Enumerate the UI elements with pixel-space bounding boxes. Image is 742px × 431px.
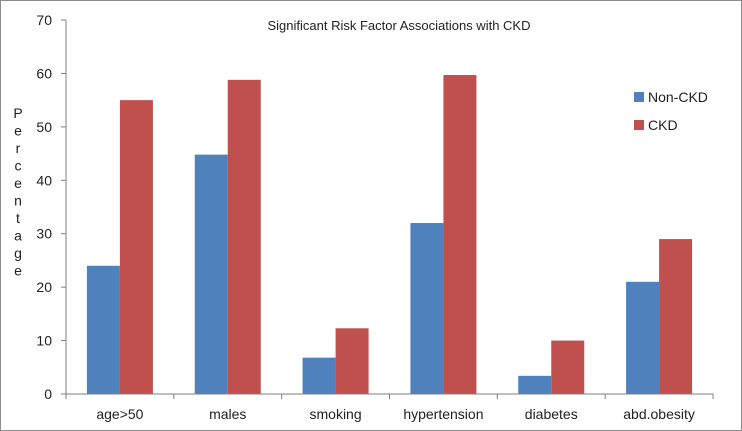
legend-label: CKD xyxy=(648,117,678,133)
y-axis-label-char: e xyxy=(14,123,22,139)
bar-non-ckd xyxy=(194,154,228,394)
bar-ckd xyxy=(551,340,585,394)
y-tick-label: 50 xyxy=(36,119,52,135)
bar-ckd xyxy=(335,328,369,394)
bar-non-ckd xyxy=(302,357,336,394)
bar-non-ckd xyxy=(518,375,552,394)
y-tick-label: 10 xyxy=(36,333,52,349)
y-axis-label-char: t xyxy=(16,210,20,226)
legend-swatch xyxy=(634,120,644,130)
legend-swatch xyxy=(634,92,644,102)
x-tick-label: smoking xyxy=(310,406,362,422)
bar-non-ckd xyxy=(86,265,120,394)
x-tick-label: abd.obesity xyxy=(623,406,695,422)
y-tick-label: 40 xyxy=(36,172,52,188)
bar-ckd xyxy=(659,239,693,394)
y-axis-label-char: a xyxy=(14,228,22,244)
y-tick-label: 60 xyxy=(36,65,52,81)
y-axis-label-char: e xyxy=(14,263,22,279)
x-tick-label: hypertension xyxy=(403,406,483,422)
x-tick-label: males xyxy=(209,406,246,422)
bar-ckd xyxy=(443,75,477,394)
bar-non-ckd xyxy=(626,281,660,394)
bar-non-ckd xyxy=(410,223,444,394)
y-tick-label: 70 xyxy=(36,12,52,28)
y-axis-label-char: c xyxy=(15,158,22,174)
y-tick-label: 30 xyxy=(36,226,52,242)
y-tick-label: 20 xyxy=(36,279,52,295)
y-axis-label-char: e xyxy=(14,175,22,191)
x-axis-ticks: age>50 males smoking hypertension diabetes ab… xyxy=(65,394,714,422)
x-tick-label: age>50 xyxy=(96,406,143,422)
y-axis-label-char: r xyxy=(16,140,21,156)
y-axis-label-char: P xyxy=(13,105,22,121)
axes xyxy=(65,20,713,395)
bar-ckd xyxy=(119,100,153,395)
legend: Non-CKD CKD xyxy=(634,89,708,133)
bar-ckd xyxy=(227,79,261,394)
y-axis-ticks: 0 10 20 30 40 50 60 70 xyxy=(36,12,66,402)
y-axis-label-char: g xyxy=(14,245,22,261)
chart-title: Significant Risk Factor Associations wit… xyxy=(268,18,531,33)
legend-label: Non-CKD xyxy=(648,89,708,105)
x-tick-label: diabetes xyxy=(525,406,578,422)
y-axis-label-char: n xyxy=(14,193,22,209)
bars xyxy=(86,75,693,395)
y-tick-label: 0 xyxy=(44,386,52,402)
